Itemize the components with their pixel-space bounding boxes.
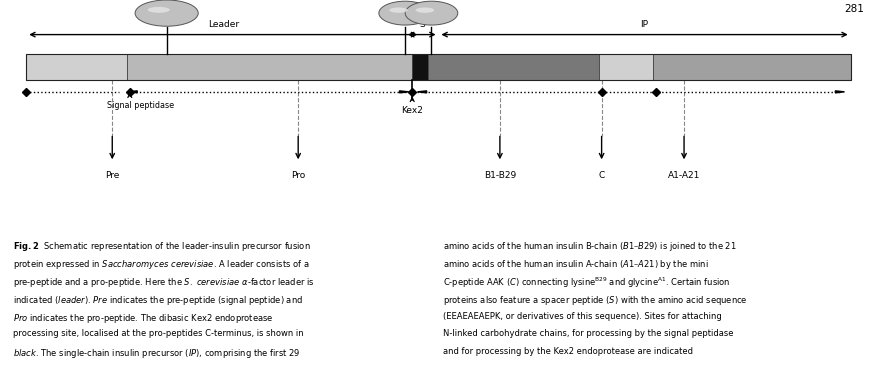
Ellipse shape — [389, 7, 408, 13]
Text: 281: 281 — [844, 4, 864, 14]
Bar — [412, 54, 428, 80]
Text: Leader: Leader — [208, 19, 239, 29]
Ellipse shape — [405, 1, 458, 25]
Text: Pre: Pre — [105, 171, 119, 179]
Text: Pro: Pro — [291, 171, 305, 179]
Text: S: S — [419, 19, 424, 29]
Text: Signal peptidase: Signal peptidase — [107, 101, 174, 110]
Text: N-linked carbohydrate chains, for processing by the signal peptidase: N-linked carbohydrate chains, for proces… — [443, 329, 733, 338]
Ellipse shape — [135, 0, 198, 26]
Text: and for processing by the Kex2 endoprotease are indicated: and for processing by the Kex2 endoprote… — [443, 347, 693, 356]
Bar — [653, 54, 851, 80]
Bar — [26, 54, 127, 80]
Text: (EEAEAEAEPK, or derivatives of this sequence). Sites for attaching: (EEAEAEAEPK, or derivatives of this sequ… — [443, 312, 722, 320]
Polygon shape — [835, 91, 845, 93]
Text: amino acids of the human insulin A-chain ($\mathit{A1}$–$\mathit{A21}$) by the m: amino acids of the human insulin A-chain… — [443, 258, 709, 271]
Ellipse shape — [416, 7, 434, 13]
Bar — [127, 54, 412, 80]
Text: B1-B29: B1-B29 — [484, 171, 516, 179]
Polygon shape — [399, 91, 409, 93]
Bar — [26, 54, 851, 80]
Text: C: C — [598, 171, 605, 179]
Text: indicated ($\mathit{leader}$). $\mathit{Pre}$ indicates the pre-peptide (signal : indicated ($\mathit{leader}$). $\mathit{… — [13, 294, 303, 307]
Polygon shape — [417, 91, 427, 93]
Text: $\mathit{Pro}$ indicates the pro-peptide. The dibasic Kex2 endoprotease: $\mathit{Pro}$ indicates the pro-peptide… — [13, 312, 274, 324]
Text: C-peptide AAK ($\mathit{C}$) connecting lysine$^{\mathrm{B29}}$ and glycine$^{\m: C-peptide AAK ($\mathit{C}$) connecting … — [443, 276, 731, 290]
Text: $\mathbf{Fig. 2}$  Schematic representation of the leader-insulin precursor fusi: $\mathbf{Fig. 2}$ Schematic representati… — [13, 240, 310, 253]
Ellipse shape — [147, 7, 170, 13]
Bar — [428, 54, 599, 80]
Text: protein expressed in $\mathit{Saccharomyces\ cerevisiae}$. A leader consists of : protein expressed in $\mathit{Saccharomy… — [13, 258, 310, 271]
Text: IP: IP — [640, 19, 649, 29]
Ellipse shape — [379, 1, 431, 25]
Text: processing site, localised at the pro-peptides C-terminus, is shown in: processing site, localised at the pro-pe… — [13, 329, 303, 338]
Polygon shape — [128, 91, 137, 93]
Text: A1-A21: A1-A21 — [668, 171, 700, 179]
Text: pre-peptide and a pro-peptide. Here the $\mathit{S.\ cerevisiae}$ $\alpha$-facto: pre-peptide and a pro-peptide. Here the … — [13, 276, 315, 289]
Bar — [599, 54, 653, 80]
Text: Kex2: Kex2 — [402, 106, 423, 115]
Text: amino acids of the human insulin B-chain ($\mathit{B1}$–$\mathit{B29}$) is joine: amino acids of the human insulin B-chain… — [443, 240, 737, 253]
Text: $\mathit{black}$. The single-chain insulin precursor ($\mathit{IP}$), comprising: $\mathit{black}$. The single-chain insul… — [13, 347, 301, 360]
Text: proteins also feature a spacer peptide ($\mathit{S}$) with the amino acid sequen: proteins also feature a spacer peptide (… — [443, 294, 747, 307]
